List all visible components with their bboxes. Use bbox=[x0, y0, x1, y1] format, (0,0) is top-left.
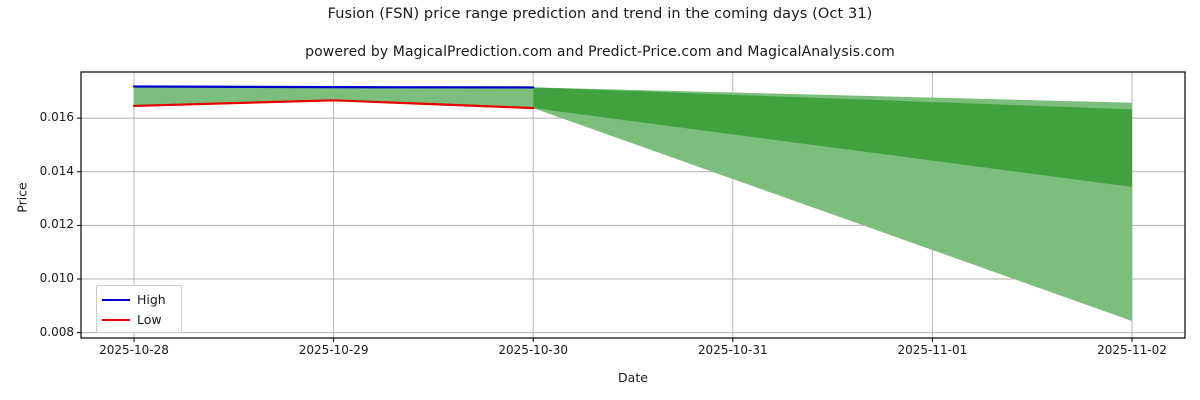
x-tick-label: 2025-10-28 bbox=[99, 343, 169, 357]
y-tick-label: 0.016 bbox=[39, 110, 74, 125]
plot-border bbox=[80, 71, 1186, 339]
x-tick-label: 2025-10-30 bbox=[498, 343, 569, 357]
y-tick-label: 0.012 bbox=[39, 217, 74, 232]
y-tick-label: 0.008 bbox=[39, 324, 74, 339]
legend: High Low bbox=[96, 285, 182, 333]
legend-label-low: Low bbox=[137, 311, 162, 327]
axis-ticks bbox=[77, 117, 1133, 342]
series-line-high bbox=[132, 85, 535, 89]
band-inner-forecast-range bbox=[533, 87, 1132, 187]
legend-label-high: High bbox=[137, 291, 166, 307]
x-axis-label: Date bbox=[618, 370, 648, 385]
x-tick-label: 2025-10-31 bbox=[697, 343, 768, 357]
forecast-bands bbox=[134, 86, 1132, 321]
legend-swatch-high bbox=[102, 299, 130, 301]
page-subtitle: powered by MagicalPrediction.com and Pre… bbox=[305, 44, 895, 60]
series-line-low bbox=[132, 99, 535, 110]
series-lines bbox=[132, 85, 535, 110]
x-tick-label: 2025-10-29 bbox=[298, 343, 369, 357]
x-tick-label: 2025-11-01 bbox=[897, 343, 968, 357]
x-tick-label: 2025-11-02 bbox=[1097, 343, 1167, 357]
legend-swatch-low bbox=[102, 319, 130, 321]
legend-item-low: Low bbox=[102, 310, 176, 330]
legend-item-high: High bbox=[102, 290, 176, 310]
y-tick-label: 0.014 bbox=[39, 163, 74, 178]
page-title: Fusion (FSN) price range prediction and … bbox=[327, 6, 873, 22]
y-tick-label: 0.010 bbox=[39, 271, 74, 285]
